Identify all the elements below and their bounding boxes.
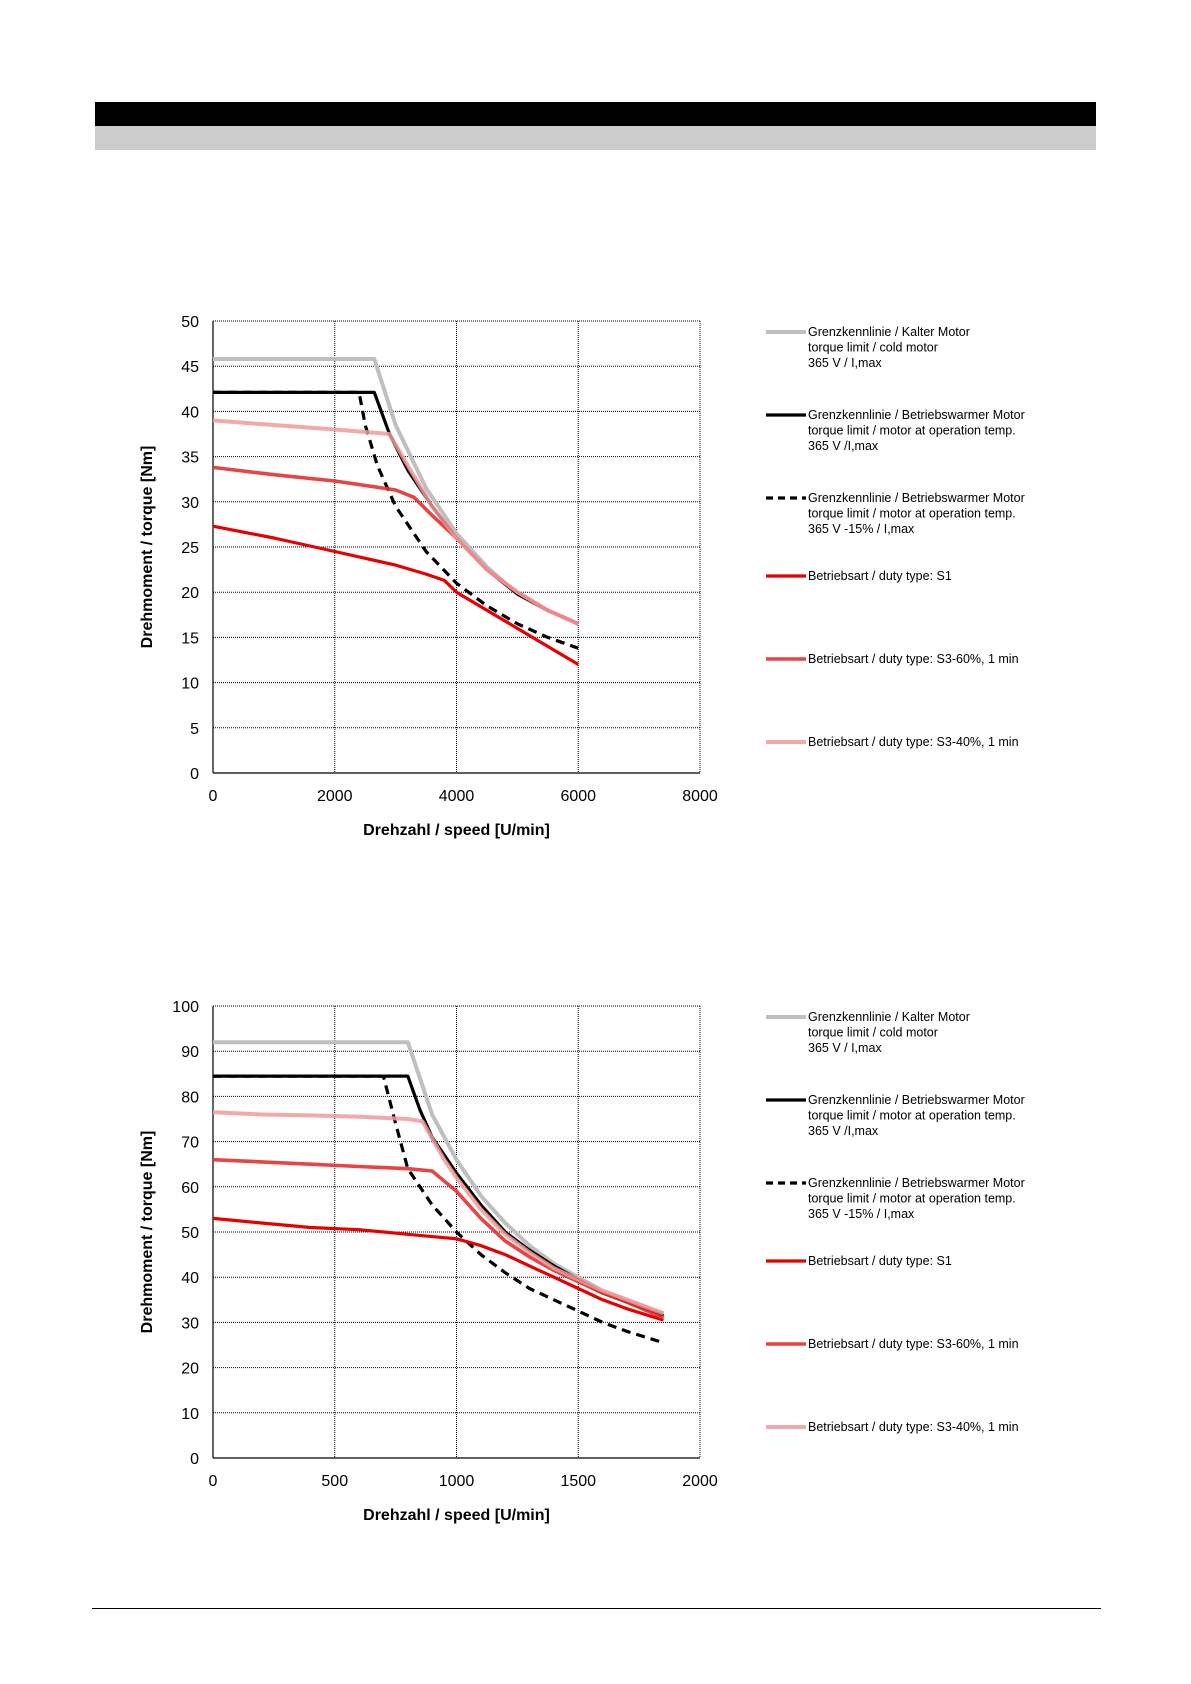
series-line-s3-60: [212, 1157, 665, 1320]
y-tick-label: 40: [181, 1270, 199, 1287]
y-tick-label: 100: [172, 999, 199, 1016]
legend-label: Grenzkennlinie / Betriebswarmer Motor: [808, 491, 1025, 505]
y-tick-label: 60: [181, 1180, 199, 1197]
y-tick-label: 80: [181, 1089, 199, 1106]
y-tick-label: 10: [181, 676, 199, 693]
y-tick-label: 35: [181, 450, 199, 467]
y-tick-label: 40: [181, 404, 199, 421]
series-line-s3-40: [212, 1110, 665, 1316]
x-axis-title: Drehzahl / speed [U/min]: [363, 822, 550, 839]
legend-label: Grenzkennlinie / Kalter Motor: [808, 1010, 970, 1024]
torque-speed-chart-1: 0 5 10 15 20 25 30 35 40 45 50 0 2000 4000 6000 8000 Dre…: [139, 314, 1025, 839]
x-tick-label: 0: [209, 1473, 218, 1490]
x-axis-title: Drehzahl / speed [U/min]: [363, 1507, 550, 1524]
legend-label: 365 V /I,max: [808, 439, 879, 453]
y-tick-label: 30: [181, 1315, 199, 1332]
legend-label: Betriebsart / duty type: S3-60%, 1 min: [808, 1337, 1019, 1351]
legend-label: 365 V -15% / I,max: [808, 1207, 915, 1221]
header-subbar: [95, 126, 1096, 150]
x-tick-label: 1500: [560, 1473, 596, 1490]
y-tick-label: 10: [181, 1406, 199, 1423]
legend-label: 365 V /I,max: [808, 1124, 879, 1138]
legend-label: Betriebsart / duty type: S3-40%, 1 min: [808, 1420, 1019, 1434]
legend-label: torque limit / motor at operation temp.: [808, 507, 1016, 521]
y-tick-label: 45: [181, 359, 199, 376]
series-line-s1: [212, 1216, 664, 1322]
legend-label: 365 V / I,max: [808, 1041, 882, 1055]
legend-label: torque limit / cold motor: [808, 341, 938, 355]
y-tick-label: 20: [181, 585, 199, 602]
y-tick-label: 25: [181, 540, 199, 557]
legend-label: Grenzkennlinie / Betriebswarmer Motor: [808, 1176, 1025, 1190]
y-tick-label: 20: [181, 1361, 199, 1378]
x-tick-label: 500: [321, 1473, 348, 1490]
x-tick-label: 1000: [439, 1473, 475, 1490]
x-tick-label: 8000: [682, 788, 718, 805]
y-tick-label: 5: [190, 721, 199, 738]
x-tick-label: 4000: [439, 788, 475, 805]
legend-label: Grenzkennlinie / Betriebswarmer Motor: [808, 1093, 1025, 1107]
y-axis-title: Drehmoment / torque [Nm]: [139, 1131, 156, 1334]
series-line-warm-motor-minus15: [213, 1074, 664, 1345]
legend-label: Grenzkennlinie / Betriebswarmer Motor: [808, 408, 1025, 422]
y-tick-label: 70: [181, 1135, 199, 1152]
y-axis-title: Drehmoment / torque [Nm]: [139, 446, 156, 649]
y-tick-label: 50: [181, 314, 199, 331]
x-tick-label: 0: [209, 788, 218, 805]
legend-label: Betriebsart / duty type: S1: [808, 1254, 952, 1268]
y-tick-label: 50: [181, 1225, 199, 1242]
y-tick-label: 0: [190, 766, 199, 783]
legend-label: Betriebsart / duty type: S3-60%, 1 min: [808, 652, 1019, 666]
y-tick-label: 90: [181, 1044, 199, 1061]
series-line-s1: [212, 524, 580, 666]
x-tick-label: 2000: [682, 1473, 718, 1490]
series-line-warm-motor-minus15: [213, 390, 579, 650]
legend-label: Betriebsart / duty type: S3-40%, 1 min: [808, 735, 1019, 749]
legend-label: Grenzkennlinie / Kalter Motor: [808, 325, 970, 339]
series-line-s3-60: [212, 465, 580, 626]
legend-label: torque limit / cold motor: [808, 1026, 938, 1040]
footer-divider: [92, 1608, 1101, 1609]
x-tick-label: 6000: [560, 788, 596, 805]
series-line-warm-motor: [213, 1074, 665, 1318]
y-tick-label: 30: [181, 495, 199, 512]
legend-label: torque limit / motor at operation temp.: [808, 1109, 1016, 1123]
legend-label: torque limit / motor at operation temp.: [808, 424, 1016, 438]
legend-label: 365 V / I,max: [808, 356, 882, 370]
y-tick-label: 15: [181, 630, 199, 647]
header-bar: [95, 102, 1096, 126]
y-tick-label: 0: [190, 1451, 199, 1468]
series-line-s3-40: [212, 418, 580, 626]
legend-label: torque limit / motor at operation temp.: [808, 1192, 1016, 1206]
legend-label: 365 V -15% / I,max: [808, 522, 915, 536]
legend-label: Betriebsart / duty type: S1: [808, 569, 952, 583]
x-tick-label: 2000: [317, 788, 353, 805]
